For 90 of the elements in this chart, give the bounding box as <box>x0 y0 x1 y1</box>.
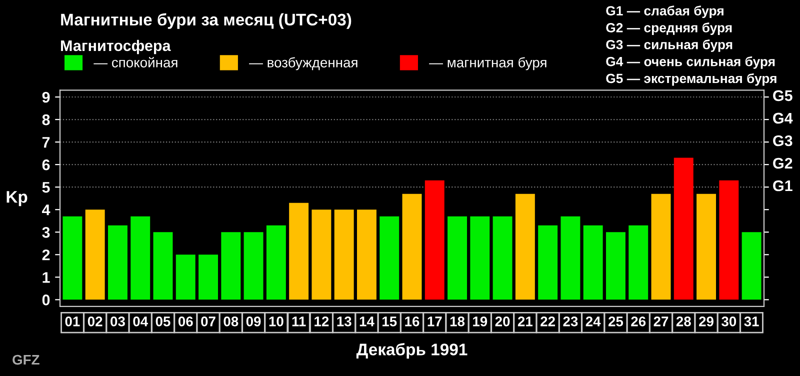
x-tick-label: 24 <box>586 316 601 326</box>
bar <box>719 180 739 300</box>
bar <box>402 194 422 300</box>
x-tick-label: 23 <box>563 316 578 326</box>
bar <box>266 225 286 300</box>
text: G4 — очень сильная буря <box>606 56 775 69</box>
ref-line-label: G2 <box>773 158 792 169</box>
x-tick-label: 02 <box>88 316 102 326</box>
x-tick-label: 06 <box>178 316 193 326</box>
legend-title: Магнитосфера <box>61 40 171 54</box>
bar <box>583 225 603 300</box>
x-tick-label: 28 <box>676 316 691 326</box>
ref-line-label: G4 <box>773 112 793 124</box>
bar <box>380 216 400 300</box>
bar <box>470 216 490 300</box>
x-tick-label: 18 <box>450 316 465 326</box>
text: G2 — средняя буря <box>606 22 732 35</box>
y-tick-label: 9 <box>42 92 50 103</box>
x-tick-label: 26 <box>631 316 646 326</box>
bar <box>515 194 535 300</box>
y-tick-label: 5 <box>42 182 50 193</box>
y-tick-label: 4 <box>42 204 50 216</box>
y-axis-title: Kp <box>6 191 28 206</box>
x-tick-label: 27 <box>654 316 668 326</box>
x-tick-label: 22 <box>540 316 555 326</box>
x-tick-label: 10 <box>269 316 284 326</box>
bar <box>289 202 309 300</box>
legend-label: — магнитная буря <box>429 57 546 70</box>
x-tick-label: 07 <box>201 316 216 326</box>
x-tick-label: 20 <box>495 316 510 326</box>
x-tick-label: 08 <box>224 316 238 326</box>
x-tick-label: 19 <box>473 316 488 326</box>
bar <box>538 225 558 300</box>
y-tick-label: 1 <box>42 272 50 283</box>
bar <box>153 232 173 300</box>
bar <box>62 216 82 300</box>
bar <box>108 225 128 300</box>
y-tick-label: 3 <box>42 226 50 238</box>
bar <box>312 210 332 300</box>
legend-label: — спокойная <box>94 56 178 68</box>
x-tick-label: 15 <box>382 316 397 326</box>
bar <box>198 254 218 300</box>
text: G1 — слабая буря <box>606 6 724 18</box>
text: G3 — сильная буря <box>606 39 732 52</box>
bar <box>448 216 468 300</box>
text: G5 — экстремальная буря <box>606 73 776 86</box>
bar <box>606 232 626 300</box>
bar <box>130 216 150 300</box>
bar <box>651 194 671 300</box>
x-tick-label: 13 <box>337 316 352 326</box>
x-tick-label: 01 <box>65 316 80 326</box>
bar <box>85 210 105 300</box>
x-tick-label: 05 <box>156 316 170 326</box>
x-tick-label: 25 <box>608 316 624 326</box>
ref-line-label: G3 <box>773 135 792 146</box>
y-tick-label: 0 <box>42 294 50 306</box>
chart-title: Магнитные бури за месяц (UTC+03) <box>61 13 352 29</box>
x-tick-label: 04 <box>133 316 148 326</box>
x-tick-label: 17 <box>428 316 442 326</box>
ref-line-label: G1 <box>773 180 792 192</box>
x-tick-label: 03 <box>110 316 125 326</box>
bar <box>674 158 694 300</box>
bar <box>492 216 512 300</box>
y-tick-label: 6 <box>42 159 50 170</box>
bar <box>356 210 376 300</box>
x-axis-title: Декабрь 1991 <box>356 343 468 359</box>
bar <box>244 232 264 300</box>
text: GFZ <box>12 354 40 365</box>
y-tick-label: 7 <box>42 137 50 148</box>
x-tick-label: 31 <box>744 316 759 326</box>
legend-label: — возбужденная <box>249 57 358 70</box>
bar <box>696 194 716 300</box>
x-tick-label: 11 <box>292 316 306 326</box>
bar <box>560 216 580 300</box>
bar <box>424 180 444 300</box>
ref-line-label: G5 <box>773 90 792 102</box>
x-tick-label: 14 <box>360 316 374 326</box>
bar <box>221 232 241 300</box>
bar <box>628 225 648 300</box>
bar <box>334 210 354 300</box>
x-tick-label: 30 <box>722 316 736 326</box>
x-tick-label: 21 <box>518 316 533 326</box>
y-tick-label: 8 <box>42 114 50 126</box>
x-tick-label: 29 <box>699 316 714 326</box>
x-tick-label: 09 <box>246 316 261 326</box>
x-tick-label: 16 <box>405 316 420 326</box>
x-tick-label: 12 <box>314 316 329 326</box>
y-tick-label: 2 <box>42 250 50 260</box>
bar <box>742 232 762 300</box>
bar <box>176 254 196 300</box>
